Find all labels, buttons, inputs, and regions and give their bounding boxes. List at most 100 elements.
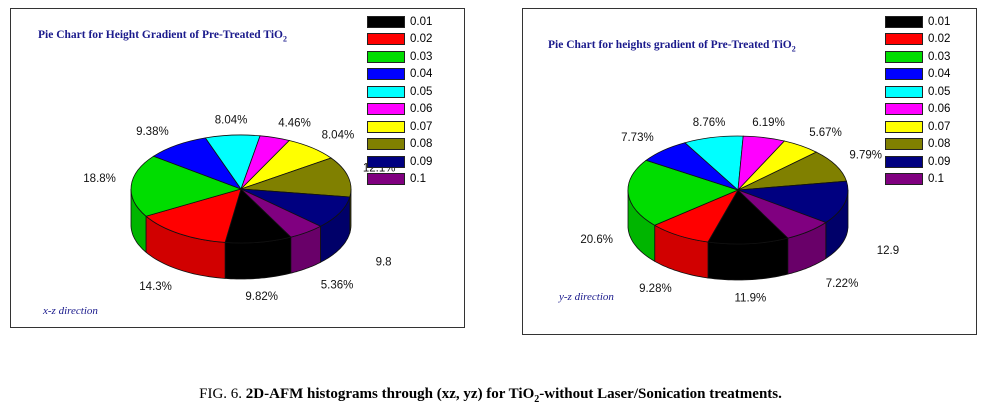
pie-label-1-6: 5.67% [809, 127, 842, 139]
legend-yz: 0.01 0.02 0.03 0.04 0.05 0.06 0.07 0.08 0.09 0.1 [885, 13, 950, 188]
pie-label-0-6: 8.04% [322, 129, 355, 141]
pie-slice-1-8 [737, 180, 849, 223]
legend-item-1-2: 0.03 [885, 48, 950, 66]
legend-swatch [885, 138, 923, 151]
pie-label-1-5: 6.19% [752, 117, 785, 129]
pie-slice-0-7 [240, 157, 352, 198]
legend-label: 0.02 [928, 33, 951, 46]
figure-caption: FIG. 6. 2D-AFM histograms through (xz, y… [199, 386, 782, 405]
legend-swatch [367, 68, 405, 81]
legend-item-0-2: 0.03 [367, 48, 432, 66]
chart-title-yz: Pie Chart for heights gradient of Pre-Tr… [548, 39, 796, 54]
pie-side-1-0 [707, 237, 789, 281]
legend-label: 0.06 [928, 103, 951, 116]
pie-slice-1-0 [707, 189, 789, 245]
legend-label: 0.08 [928, 138, 951, 151]
pie-label-0-4: 8.04% [215, 115, 248, 127]
legend-swatch [885, 85, 923, 98]
direction-label-xz: x-z direction [43, 305, 98, 317]
legend-swatch [367, 85, 405, 98]
legend-swatch [367, 173, 405, 186]
legend-label: 0.07 [928, 120, 951, 133]
legend-item-1-4: 0.05 [885, 83, 950, 101]
pie-label-1-3: 7.73% [621, 132, 654, 144]
legend-label: 0.04 [928, 68, 951, 81]
pie-label-0-2: 18.8% [83, 173, 116, 185]
pie-slice-0-1 [145, 188, 242, 243]
legend-swatch [367, 15, 405, 28]
legend-swatch [885, 68, 923, 81]
pie-label-1-4: 8.76% [693, 117, 726, 129]
pie-label-1-1: 9.28% [639, 283, 672, 295]
legend-swatch [885, 103, 923, 116]
chart-title-xz: Pie Chart for Height Gradient of Pre-Tre… [38, 29, 287, 44]
legend-swatch [885, 50, 923, 63]
pie-slice-0-2 [130, 155, 243, 217]
legend-item-0-7: 0.08 [367, 136, 432, 154]
legend-xz: 0.01 0.02 0.03 0.04 0.05 0.06 0.07 0.08 0.09 0.1 [367, 13, 432, 188]
pie-side-0-0 [224, 236, 292, 280]
legend-swatch [885, 120, 923, 133]
legend-swatch [885, 173, 923, 186]
pie-panel-yz: Pie Chart for heights gradient of Pre-Tr… [522, 8, 977, 335]
legend-swatch [885, 155, 923, 168]
legend-swatch [367, 155, 405, 168]
pie-label-0-1: 14.3% [139, 281, 172, 293]
pie-slice-1-2 [627, 159, 740, 226]
legend-label: 0.01 [410, 15, 433, 28]
legend-label: 0.09 [410, 155, 433, 168]
legend-swatch [367, 33, 405, 46]
pie-slice-0-9 [240, 188, 322, 238]
pie-slice-1-9 [737, 189, 827, 239]
legend-label: 0.1 [928, 173, 944, 186]
legend-item-1-1: 0.02 [885, 31, 950, 49]
legend-item-0-6: 0.07 [367, 118, 432, 136]
legend-item-1-6: 0.07 [885, 118, 950, 136]
legend-label: 0.1 [410, 173, 426, 186]
legend-item-1-5: 0.06 [885, 101, 950, 119]
legend-label: 0.02 [410, 33, 433, 46]
legend-swatch [885, 33, 923, 46]
pie-label-1-9: 7.22% [826, 278, 859, 290]
legend-item-0-0: 0.01 [367, 13, 432, 31]
legend-item-0-4: 0.05 [367, 83, 432, 101]
legend-item-0-1: 0.02 [367, 31, 432, 49]
legend-label: 0.04 [410, 68, 433, 81]
legend-item-1-3: 0.04 [885, 66, 950, 84]
legend-label: 0.07 [410, 120, 433, 133]
pie-label-0-5: 4.46% [278, 117, 311, 129]
legend-item-0-8: 0.09 [367, 153, 432, 171]
legend-swatch [367, 120, 405, 133]
legend-label: 0.06 [410, 103, 433, 116]
direction-label-yz: y-z direction [559, 291, 614, 303]
pie-label-0-0: 9.82% [245, 291, 278, 303]
pie-chart-xz: 9.82%14.3%18.8%9.38%8.04% 4.46%8.04%12.1%… [83, 115, 395, 303]
legend-item-1-7: 0.08 [885, 136, 950, 154]
legend-swatch [885, 15, 923, 28]
pie-panel-xz: Pie Chart for Height Gradient of Pre-Tre… [10, 8, 465, 328]
legend-label: 0.05 [410, 85, 433, 98]
legend-label: 0.09 [928, 155, 951, 168]
legend-label: 0.05 [928, 85, 951, 98]
legend-swatch [367, 103, 405, 116]
pie-label-0-9: 5.36% [321, 279, 354, 291]
pie-label-1-0: 11.9% [735, 292, 767, 304]
legend-item-0-9: 0.1 [367, 171, 432, 189]
pie-label-1-7: 9.79% [849, 150, 882, 162]
legend-item-0-3: 0.04 [367, 66, 432, 84]
pie-label-1-8: 12.9 [877, 245, 899, 257]
pie-label-0-8: 9.8 [376, 257, 392, 269]
legend-item-0-5: 0.06 [367, 101, 432, 119]
legend-swatch [367, 138, 405, 151]
legend-item-1-0: 0.01 [885, 13, 950, 31]
legend-label: 0.08 [410, 138, 433, 151]
legend-label: 0.03 [410, 50, 433, 63]
pie-label-1-2: 20.6% [580, 234, 613, 246]
legend-swatch [367, 50, 405, 63]
legend-label: 0.03 [928, 50, 951, 63]
legend-item-1-9: 0.1 [885, 171, 950, 189]
legend-item-1-8: 0.09 [885, 153, 950, 171]
pie-label-0-3: 9.38% [136, 126, 169, 138]
pie-chart-yz: 11.9% 9.28% 20.6% 7.73% 8.76% 6.19% 5.67% 9.79%… [580, 117, 899, 304]
legend-label: 0.01 [928, 15, 951, 28]
